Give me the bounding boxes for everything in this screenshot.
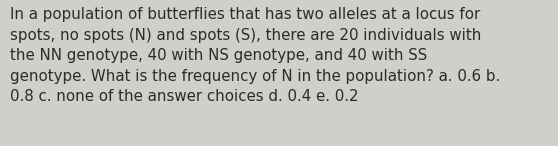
Text: In a population of butterflies that has two alleles at a locus for
spots, no spo: In a population of butterflies that has … [10,7,501,104]
